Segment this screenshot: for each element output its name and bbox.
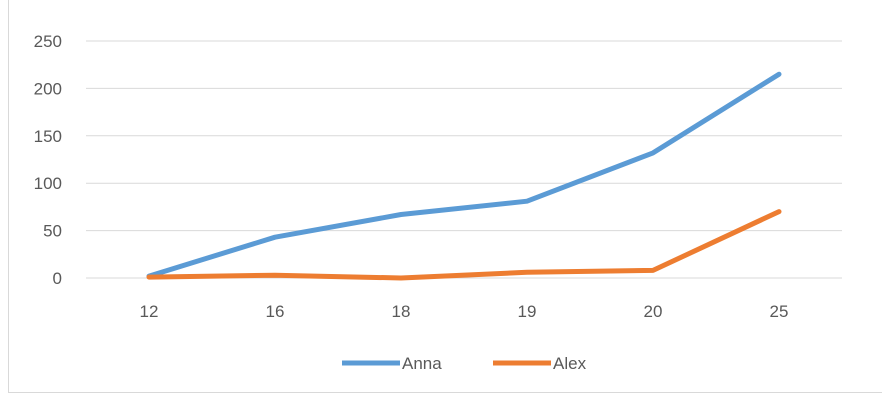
y-tick-label: 250	[34, 32, 62, 51]
x-tick-label: 19	[518, 302, 537, 321]
x-tick-label: 20	[644, 302, 663, 321]
series-lines	[146, 71, 782, 281]
y-tick-label: 50	[43, 222, 62, 241]
y-tick-label: 200	[34, 79, 62, 98]
legend: Anna Alex	[342, 354, 587, 373]
y-axis: 0 50 100 150 200 250	[34, 32, 62, 288]
x-tick-label: 12	[140, 302, 159, 321]
x-tick-label: 18	[392, 302, 411, 321]
legend-label-alex: Alex	[553, 354, 587, 373]
legend-label-anna: Anna	[402, 354, 442, 373]
series-line-anna	[146, 71, 782, 279]
y-tick-label: 150	[34, 127, 62, 146]
y-tick-label: 0	[53, 269, 62, 288]
x-tick-label: 16	[266, 302, 285, 321]
y-tick-label: 100	[34, 174, 62, 193]
series-line-alex	[146, 209, 782, 281]
chart-frame	[8, 0, 882, 393]
gridlines	[86, 40, 842, 279]
x-axis: 12 16 18 19 20 25	[140, 302, 789, 321]
x-tick-label: 25	[770, 302, 789, 321]
